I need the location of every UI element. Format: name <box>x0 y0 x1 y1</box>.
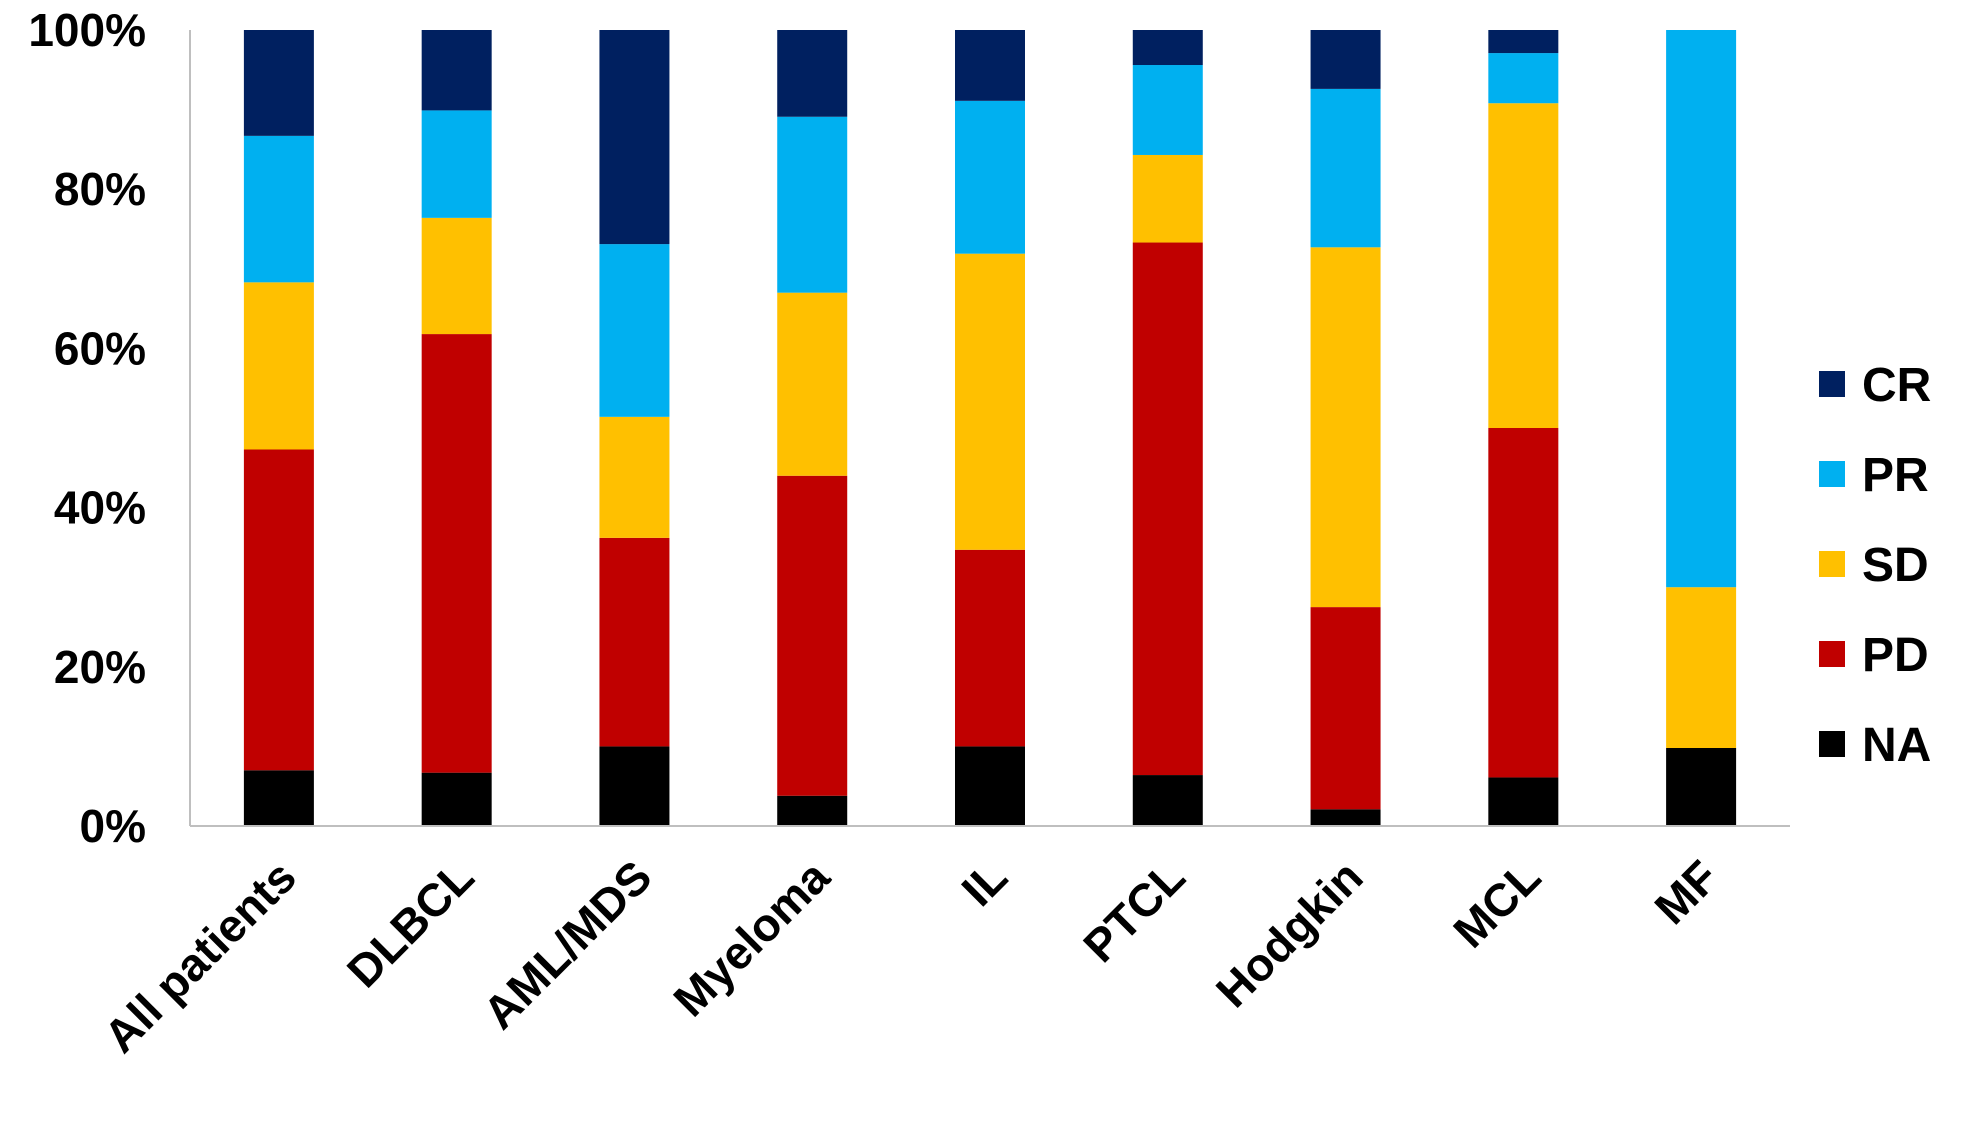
y-tick-label: 60% <box>54 322 146 374</box>
bar-segment-sd-4 <box>955 253 1025 550</box>
bar-segment-cr-5 <box>1132 30 1203 66</box>
bar-segment-pd-3 <box>777 475 848 796</box>
x-category-label: All patients <box>94 850 306 1062</box>
bar-segment-pd-5 <box>1132 242 1203 776</box>
legend-swatch-pr <box>1819 461 1845 487</box>
bars-layer <box>243 30 1737 826</box>
bar-segment-na-5 <box>1132 775 1203 826</box>
x-category-label: IL <box>951 850 1017 916</box>
bar-segment-sd-0 <box>243 282 314 450</box>
x-category-label: Myeloma <box>663 850 839 1026</box>
legend-label-pd: PD <box>1862 629 1929 682</box>
bar-segment-na-8 <box>1666 747 1737 826</box>
bar-segment-pr-4 <box>955 100 1025 254</box>
bar-segment-pr-1 <box>421 110 492 218</box>
bar-segment-cr-0 <box>243 30 314 136</box>
x-category-label: PTCL <box>1073 850 1195 972</box>
bar-segment-na-3 <box>777 795 848 826</box>
x-category-label: Hodgkin <box>1206 850 1373 1017</box>
bar-segment-na-0 <box>243 770 314 826</box>
bar-segment-pr-8 <box>1666 30 1737 588</box>
bar-segment-sd-3 <box>777 292 848 476</box>
bar-segment-pd-6 <box>1310 607 1381 810</box>
legend-swatch-pd <box>1819 641 1845 667</box>
bar-segment-cr-3 <box>777 30 848 117</box>
legend-swatch-sd <box>1819 551 1845 577</box>
bar-segment-sd-7 <box>1488 103 1559 428</box>
x-category-label: MF <box>1644 850 1728 934</box>
bar-segment-pr-7 <box>1488 53 1559 104</box>
bar-segment-sd-5 <box>1132 154 1203 243</box>
bar-segment-na-7 <box>1488 777 1559 826</box>
bar-segment-cr-1 <box>421 30 492 111</box>
x-category-label: AML/MDS <box>473 850 662 1039</box>
bar-segment-sd-1 <box>421 217 492 335</box>
x-category-label: MCL <box>1443 850 1550 957</box>
bar-segment-na-1 <box>421 772 492 826</box>
bar-segment-sd-8 <box>1666 587 1737 748</box>
bar-segment-cr-7 <box>1488 30 1559 54</box>
bar-segment-pr-0 <box>243 135 314 283</box>
bar-segment-pr-3 <box>777 116 848 293</box>
bar-segment-sd-6 <box>1310 247 1381 608</box>
y-tick-label: 40% <box>54 482 146 534</box>
bar-segment-pr-6 <box>1310 88 1381 248</box>
bar-segment-pd-2 <box>599 537 670 747</box>
bar-segment-cr-4 <box>955 30 1025 101</box>
bar-segment-pr-5 <box>1132 65 1203 155</box>
legend: CR PR SD PD NA <box>1819 359 1931 772</box>
y-tick-label: 20% <box>54 641 146 693</box>
legend-label-cr: CR <box>1862 359 1931 412</box>
bar-segment-na-4 <box>955 746 1025 826</box>
bar-segment-pr-2 <box>599 244 670 417</box>
bar-segment-pd-0 <box>243 449 314 771</box>
bar-segment-pd-4 <box>955 549 1025 747</box>
y-tick-label: 100% <box>28 4 146 56</box>
bar-segment-na-2 <box>599 746 670 826</box>
legend-label-na: NA <box>1862 719 1931 772</box>
y-tick-label: 80% <box>54 163 146 215</box>
bar-segment-pd-7 <box>1488 428 1559 778</box>
bar-segment-cr-6 <box>1310 30 1381 89</box>
y-tick-label: 0% <box>80 800 146 852</box>
y-axis-ticks: 0% 20% 40% 60% 80% 100% <box>28 4 146 852</box>
bar-segment-cr-2 <box>599 30 670 245</box>
legend-swatch-na <box>1819 731 1845 757</box>
bar-segment-na-6 <box>1310 809 1381 826</box>
bar-segment-pd-1 <box>421 334 492 773</box>
x-category-label: DLBCL <box>337 850 484 997</box>
legend-label-sd: SD <box>1862 539 1929 592</box>
bar-segment-sd-2 <box>599 416 670 538</box>
legend-swatch-cr <box>1819 371 1845 397</box>
legend-label-pr: PR <box>1862 449 1929 502</box>
